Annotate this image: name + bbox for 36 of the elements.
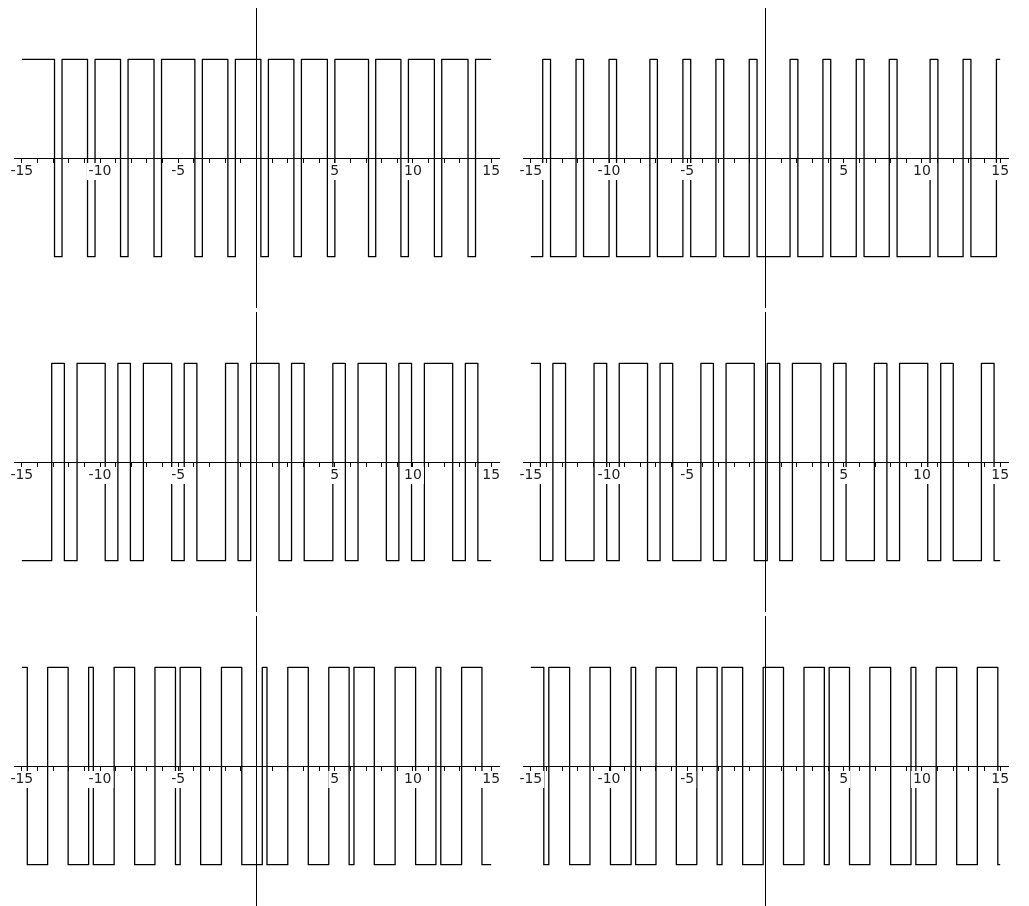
x-tick-label: -10 xyxy=(88,465,112,482)
x-tick-label: 15 xyxy=(482,769,501,786)
x-tick-label: -10 xyxy=(88,769,112,786)
x-tick-label: -5 xyxy=(680,161,695,178)
x-tick-label: -5 xyxy=(171,161,186,178)
x-tick-label: 10 xyxy=(913,465,931,482)
x-tick-label: -10 xyxy=(597,465,621,482)
x-tick-label: 15 xyxy=(482,465,501,482)
x-tick-label: -5 xyxy=(680,769,695,786)
x-tick-label: -10 xyxy=(597,769,621,786)
x-tick-label: 5 xyxy=(330,769,340,786)
x-tick-label: 5 xyxy=(839,465,849,482)
x-tick-label: 5 xyxy=(839,769,849,786)
x-tick-label: -5 xyxy=(171,769,186,786)
x-tick-label: -15 xyxy=(519,769,543,786)
x-tick-label: 15 xyxy=(991,161,1010,178)
x-tick-label: 10 xyxy=(913,769,931,786)
x-tick-label: 10 xyxy=(404,465,422,482)
x-tick-label: 5 xyxy=(839,161,849,178)
x-tick-label: 15 xyxy=(482,161,501,178)
x-tick-label: -10 xyxy=(88,161,112,178)
x-tick-label: 10 xyxy=(404,161,422,178)
x-tick-label: -5 xyxy=(171,465,186,482)
x-tick-label: -15 xyxy=(10,161,34,178)
x-tick-label: 10 xyxy=(404,769,422,786)
x-tick-label: 15 xyxy=(991,769,1010,786)
x-tick-label: -15 xyxy=(10,465,34,482)
x-tick-label: 5 xyxy=(330,465,340,482)
x-tick-label: -15 xyxy=(519,465,543,482)
x-tick-label: -5 xyxy=(680,465,695,482)
x-tick-label: -15 xyxy=(519,161,543,178)
x-tick-label: -15 xyxy=(10,769,34,786)
x-tick-label: 15 xyxy=(991,465,1010,482)
x-tick-label: 5 xyxy=(330,161,340,178)
x-tick-label: -10 xyxy=(597,161,621,178)
x-tick-label: 10 xyxy=(913,161,931,178)
